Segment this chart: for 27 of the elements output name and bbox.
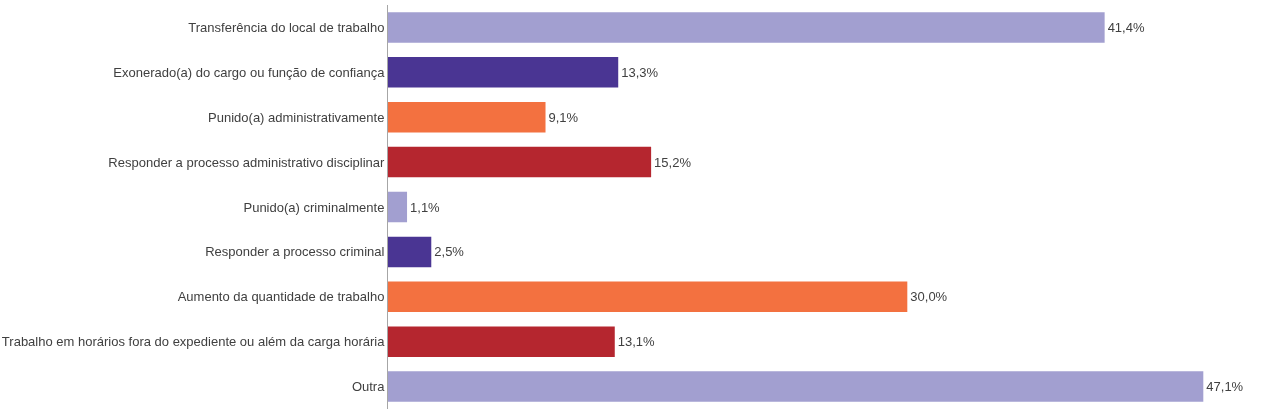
bar xyxy=(388,191,408,223)
data-label: 9,1% xyxy=(548,109,579,125)
bar xyxy=(388,371,1204,402)
y-tick-label: Aumento da quantidade de trabalho xyxy=(177,289,385,305)
y-tick-label: Transferência do local de trabalho xyxy=(188,19,385,35)
data-label: 47,1% xyxy=(1206,379,1244,395)
data-label: 41,4% xyxy=(1107,19,1145,35)
bar xyxy=(388,326,615,357)
data-label: 13,3% xyxy=(621,64,659,80)
y-tick-label: Responder a processo criminal xyxy=(205,244,385,260)
y-tick-label: Punido(a) criminalmente xyxy=(243,199,385,215)
bar xyxy=(388,12,1105,43)
data-label: 2,5% xyxy=(434,244,465,260)
data-label: 13,1% xyxy=(617,334,656,350)
y-tick-label: Punido(a) administrativamente xyxy=(208,109,385,125)
bar xyxy=(388,101,546,133)
bar xyxy=(388,236,432,268)
data-label: 1,1% xyxy=(410,199,441,215)
y-tick-label: Trabalho em horários fora do expediente ou além da carga horária xyxy=(1,334,386,350)
bar xyxy=(388,146,652,178)
bar xyxy=(388,281,908,313)
data-label: 15,2% xyxy=(654,154,692,170)
data-label: 30,0% xyxy=(910,289,948,305)
y-tick-label: Responder a processo administrativo disciplinar xyxy=(108,154,386,170)
bar xyxy=(388,57,619,88)
y-tick-label: Exonerado(a) do cargo ou função de confiança xyxy=(113,64,386,80)
y-tick-label: Outra xyxy=(351,379,386,395)
